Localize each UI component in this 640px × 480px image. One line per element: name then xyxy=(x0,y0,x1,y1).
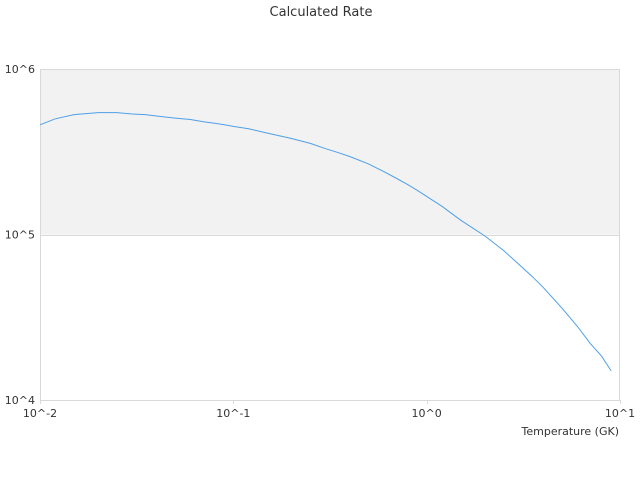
chart-title: Calculated Rate xyxy=(270,5,373,20)
shaded-band xyxy=(40,69,620,235)
series-line xyxy=(39,112,612,372)
y-tick-label: 10^4 xyxy=(5,394,35,407)
x-tick-label: 10^0 xyxy=(412,407,442,420)
y-tick-label: 10^6 xyxy=(5,63,35,76)
x-tick-label: 10^1 xyxy=(605,407,635,420)
x-axis-title: Temperature (GK) xyxy=(521,425,620,438)
x-tick-label: 10^-1 xyxy=(216,407,250,420)
y-tick-label: 10^5 xyxy=(5,229,35,242)
plot-area xyxy=(40,69,620,401)
axes: 10^4 10^5 10^6 10^-2 10^-1 10^0 10^1 xyxy=(5,63,635,420)
series-layer xyxy=(39,112,612,372)
x-tick-label: 10^-2 xyxy=(23,407,57,420)
